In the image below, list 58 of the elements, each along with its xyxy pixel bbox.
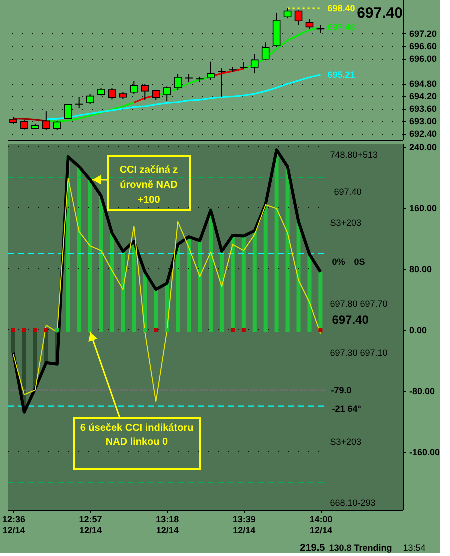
y-tick-label: 80.00 bbox=[410, 264, 432, 275]
candlestick bbox=[20, 120, 28, 130]
text: 13:54 bbox=[403, 543, 426, 553]
candlestick bbox=[152, 90, 160, 101]
candlestick bbox=[75, 96, 84, 109]
bar bbox=[11, 330, 16, 353]
y-tick-label: -160.00 bbox=[410, 448, 440, 458]
y-tick-label: 696.60 bbox=[410, 41, 438, 52]
line-series bbox=[12, 148, 322, 414]
annotation: 697.30 697.10 bbox=[330, 348, 388, 358]
bar bbox=[230, 236, 235, 330]
candlestick bbox=[207, 61, 215, 81]
candlestick bbox=[306, 18, 314, 30]
x-tick-label: 14:00 12/14 bbox=[310, 514, 333, 536]
x-tick-label: 13:18 12/14 bbox=[156, 514, 180, 536]
annotation: 6 úseček CCI indikátoru NAD linkou 0 bbox=[80, 423, 194, 448]
y-tick-label: 696.00 bbox=[410, 54, 438, 64]
bar bbox=[318, 272, 323, 330]
annotation: 697.40 bbox=[334, 187, 362, 197]
annotation: 0% bbox=[332, 257, 346, 267]
annotation: S3+203 bbox=[330, 218, 362, 228]
line-series bbox=[12, 178, 322, 402]
y-tick-label: 160.00 bbox=[410, 204, 438, 214]
annotation: 0S bbox=[354, 257, 366, 267]
y-tick-label: 697.20 bbox=[410, 28, 438, 39]
candlestick bbox=[53, 120, 62, 131]
y-tick-label: 240.00 bbox=[410, 142, 438, 153]
candlestick bbox=[42, 111, 50, 131]
candlestick bbox=[108, 88, 116, 100]
data-label: 695.21 bbox=[328, 70, 356, 80]
candlestick bbox=[86, 94, 94, 105]
bar bbox=[154, 290, 158, 330]
annotation: 697.80 697.70 bbox=[330, 299, 388, 309]
ref-line-label: -79.0 bbox=[331, 385, 352, 396]
annotation: 668.10-293 bbox=[330, 498, 376, 508]
data-label: 697.48 bbox=[328, 22, 356, 33]
y-tick-label: -80.00 bbox=[410, 386, 436, 397]
x-tick-label: 12:36 12/14 bbox=[2, 514, 26, 536]
text: 219.5 bbox=[300, 543, 326, 554]
text: 130.8 Trending bbox=[329, 543, 392, 553]
y-tick-label: 694.80 bbox=[410, 79, 438, 90]
y-tick-label: 692.40 bbox=[410, 129, 438, 140]
y-tick-label: 0.00 bbox=[410, 326, 428, 336]
annotation: -21 64° bbox=[332, 404, 362, 414]
data-label: 698.40 bbox=[328, 3, 356, 14]
annotation: 697.40 bbox=[332, 313, 370, 327]
y-tick-label: 694.20 bbox=[410, 92, 438, 102]
annotation: 697.40 bbox=[357, 5, 403, 22]
y-tick-label: 693.00 bbox=[410, 116, 438, 127]
x-tick-label: 12:57 12/14 bbox=[79, 514, 102, 536]
x-tick-label: 13:39 12/14 bbox=[232, 514, 256, 536]
annotation: 748.80+513 bbox=[330, 150, 378, 160]
candlestick bbox=[294, 10, 303, 26]
candlestick bbox=[284, 8, 292, 20]
annotation: CCI začíná z úrovně NAD +100 bbox=[120, 165, 178, 206]
annotation: S3+203 bbox=[330, 437, 362, 447]
bar bbox=[242, 236, 246, 330]
y-tick-label: 693.60 bbox=[410, 104, 438, 114]
